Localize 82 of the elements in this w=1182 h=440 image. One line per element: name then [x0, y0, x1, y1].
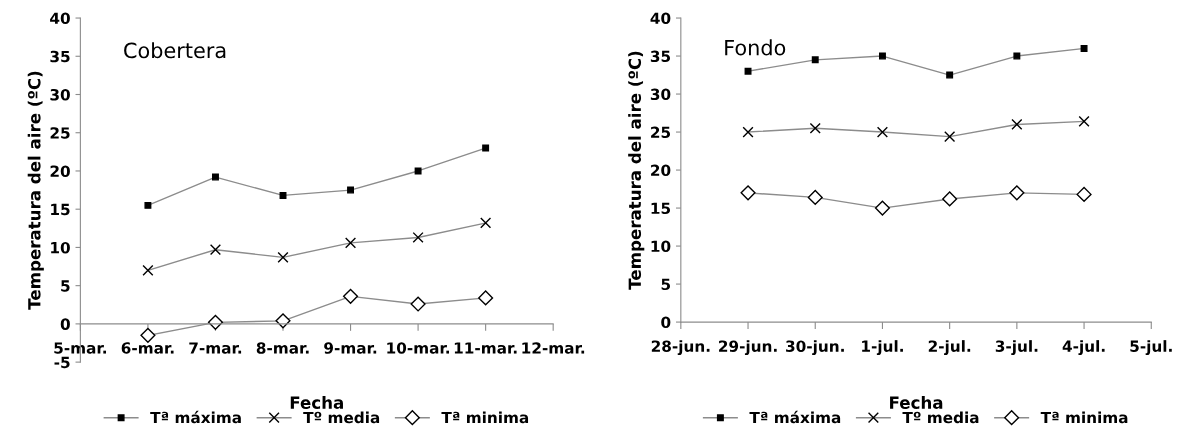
x-axis-title: Fecha: [290, 396, 343, 409]
point: [1011, 118, 1023, 131]
y-tick-label: 10: [51, 241, 70, 254]
point: [1009, 185, 1025, 201]
point: [478, 290, 494, 306]
legend-label: Tº media: [902, 411, 979, 424]
point: [410, 296, 426, 312]
y-tick-label: 40: [650, 12, 671, 25]
point: [874, 200, 891, 216]
point: [876, 126, 889, 138]
y-tick-label: 30: [650, 88, 671, 101]
point: [279, 191, 287, 199]
point: [744, 67, 752, 75]
point: [277, 251, 289, 263]
point: [342, 288, 359, 304]
x-tick-label: 11-mar.: [454, 342, 517, 354]
point: [942, 191, 958, 207]
y-axis-title: Temperatura del aire (ºC): [27, 71, 44, 310]
point: [344, 237, 357, 249]
point: [482, 144, 490, 152]
y-tick-label: 40: [50, 12, 70, 25]
text: Cobertera: [124, 42, 226, 59]
point: [211, 173, 219, 181]
y-tick-label: 20: [651, 164, 671, 177]
point: [740, 185, 756, 201]
point: [414, 167, 422, 175]
point: [1013, 52, 1021, 60]
legend-label: Tª máxima: [150, 410, 241, 424]
y-axis-title: Temperatura del aire (ºC): [628, 51, 645, 290]
x-tick-label: 4-jul.: [1062, 340, 1105, 356]
y-tick-label: -5: [54, 356, 70, 369]
point: [347, 186, 355, 194]
point: [878, 52, 886, 60]
x-tick-label: 30-jun.: [786, 340, 844, 356]
legend-label: Tª máxima: [749, 410, 841, 424]
point: [809, 122, 821, 134]
x-tick-label: 7-mar.: [189, 342, 242, 354]
y-tick-label: 0: [661, 316, 671, 329]
point: [144, 201, 152, 209]
legend-label: Tª minima: [441, 411, 529, 424]
y-tick-label: 15: [651, 202, 671, 215]
x-tick-label: 3-jul.: [995, 340, 1038, 356]
point: [946, 71, 954, 79]
point: [140, 327, 156, 343]
legend-label: Tº media: [303, 411, 380, 424]
point: [412, 231, 424, 244]
point: [944, 131, 956, 143]
point: [209, 244, 222, 256]
y-tick-label: 25: [50, 127, 70, 139]
x-tick-label: 8-mar.: [256, 342, 309, 354]
y-tick-label: 25: [651, 126, 671, 139]
point: [811, 56, 819, 64]
y-tick-label: 5: [661, 278, 671, 291]
point: [142, 264, 154, 276]
x-tick-label: 9-mar.: [324, 342, 377, 354]
y-tick-label: 35: [50, 50, 70, 63]
x-tick-label: 6-mar.: [121, 342, 174, 354]
y-tick-label: 35: [650, 50, 671, 63]
x-tick-label: 5-jul.: [1130, 340, 1172, 356]
y-tick-label: 10: [651, 240, 671, 253]
y-tick-label: 0: [60, 318, 70, 330]
point: [480, 217, 492, 229]
x-tick-label: 12-mar.: [522, 342, 585, 354]
y-tick-label: 15: [51, 203, 70, 216]
y-tick-label: 30: [50, 88, 70, 101]
x-tick-label: 29-jun.: [719, 340, 777, 356]
y-tick-label: 5: [61, 280, 70, 292]
x-tick-label: 10-mar.: [387, 342, 450, 354]
legend-label: Tª minima: [1040, 411, 1128, 424]
point: [275, 313, 291, 329]
point: [1078, 115, 1090, 127]
x-tick-label: 5-mar.: [54, 342, 106, 354]
x-tick-label: 28-jun.: [651, 340, 710, 356]
text: Fondo: [725, 39, 786, 56]
y-tick-label: 20: [50, 165, 70, 177]
point: [1076, 186, 1092, 202]
x-axis-title: Fecha: [890, 396, 943, 409]
point: [807, 189, 823, 205]
point: [742, 126, 754, 138]
x-tick-label: 1-jul.: [862, 340, 903, 356]
x-tick-label: 2-jul.: [928, 340, 971, 356]
point: [1080, 44, 1088, 52]
